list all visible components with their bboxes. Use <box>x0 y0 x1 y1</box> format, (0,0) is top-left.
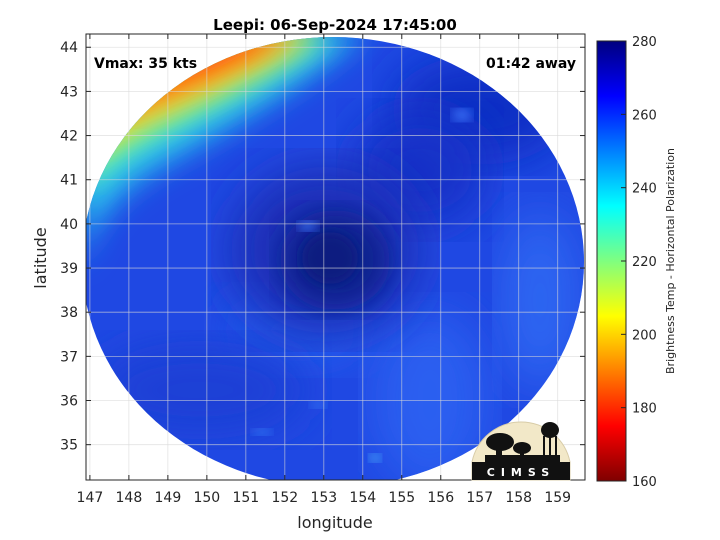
x-tick-label: 155 <box>388 490 415 506</box>
x-tick-label: 150 <box>193 490 220 506</box>
colorbar-ticks: 160 180 200 220 240 260 280 <box>621 35 657 490</box>
colorbar-tick-label: 240 <box>632 182 657 197</box>
x-tick-label: 153 <box>310 490 337 506</box>
y-tick-label: 39 <box>60 261 78 277</box>
x-tick-label: 152 <box>271 490 298 506</box>
y-tick-label: 44 <box>60 40 78 56</box>
rain-streaks <box>252 109 472 462</box>
x-tick-label: 154 <box>349 490 376 506</box>
y-tick-label: 42 <box>60 129 78 145</box>
x-tick-label: 148 <box>116 490 143 506</box>
x-tick-label: 157 <box>466 490 493 506</box>
time-away-annotation: 01:42 away <box>486 56 576 72</box>
colorbar: 160 180 200 220 240 260 280 Brightness Temp - … <box>596 35 677 490</box>
chart-title: Leepi: 06-Sep-2024 17:45:00 <box>213 16 457 34</box>
colorbar-tick-label: 260 <box>632 108 657 123</box>
x-axis: 147 148 149 150 151 152 153 154 155 156 157 158 159 <box>77 34 571 506</box>
colorbar-tick-label: 160 <box>632 475 657 490</box>
x-tick-label: 158 <box>505 490 532 506</box>
colorbar-tick-label: 200 <box>632 328 657 343</box>
vmax-annotation: Vmax: 35 kts <box>94 56 197 72</box>
colorbar-label: Brightness Temp - Horizontal Polarizatio… <box>664 148 677 374</box>
y-tick-label: 41 <box>60 173 78 189</box>
cyclone-core <box>230 165 420 335</box>
colorbar-tick-label: 220 <box>632 255 657 270</box>
x-tick-label: 156 <box>427 490 454 506</box>
y-tick-label: 37 <box>60 349 78 365</box>
x-tick-label: 149 <box>155 490 182 506</box>
y-tick-label: 35 <box>60 438 78 454</box>
x-tick-label: 147 <box>77 490 104 506</box>
x-tick-label: 159 <box>544 490 571 506</box>
x-axis-label: longitude <box>297 513 372 532</box>
logo-building-icon <box>485 422 560 462</box>
x-tick-label: 151 <box>232 490 259 506</box>
y-tick-label: 43 <box>60 84 78 100</box>
y-axis: 35 36 37 38 39 40 41 42 43 44 <box>60 40 585 454</box>
cimss-logo: CIMSS <box>471 421 571 481</box>
colorbar-tick-label: 180 <box>632 402 657 417</box>
y-tick-label: 38 <box>60 305 78 321</box>
colorbar-tick-label: 280 <box>632 35 657 50</box>
logo-banner <box>472 462 570 480</box>
logo-text: CIMSS <box>487 466 555 479</box>
plot-border <box>85 33 586 481</box>
y-tick-label: 40 <box>60 217 78 233</box>
y-axis-label: latitude <box>31 227 50 288</box>
y-tick-label: 36 <box>60 394 78 410</box>
